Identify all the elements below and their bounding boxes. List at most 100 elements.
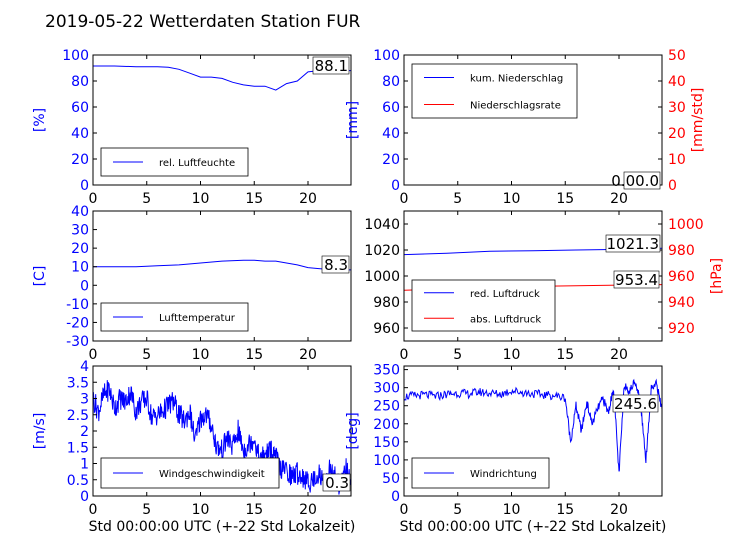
legend-label: Windgeschwindigkeit bbox=[159, 469, 265, 480]
value-label-box bbox=[321, 255, 350, 274]
legend-label: Lufttemperatur bbox=[159, 313, 236, 324]
legend-label: red. Luftdruck bbox=[470, 289, 540, 300]
y2-axis-label: [mm/std] bbox=[690, 88, 706, 153]
y-axis-label: [deg] bbox=[345, 412, 361, 449]
legend-label: Windrichtung bbox=[470, 469, 537, 480]
series-line bbox=[93, 259, 351, 271]
x-tick-label: 15 bbox=[245, 347, 263, 363]
x-tick-label: 5 bbox=[142, 191, 151, 207]
x-tick-label: 15 bbox=[245, 502, 263, 518]
y-tick-label: 1000 bbox=[364, 269, 400, 285]
x-tick-label: 20 bbox=[299, 502, 317, 518]
y2-tick-label: 920 bbox=[668, 321, 695, 337]
legend-box bbox=[411, 279, 556, 332]
y-axis-label: [%] bbox=[32, 108, 48, 132]
y2-tick-label: 1000 bbox=[668, 217, 704, 233]
x-tick-label: 15 bbox=[556, 191, 574, 207]
y-tick-label: 4 bbox=[80, 359, 89, 375]
series-line bbox=[404, 378, 662, 472]
y-axis-label: [mm] bbox=[345, 101, 361, 139]
y2-axis-label: [hPa] bbox=[709, 258, 725, 294]
chart-panel: 0 5 10 15 20 0 20 40 60 80 100 [%] rel. Luftfeuchte 8… bbox=[32, 48, 352, 207]
x-tick-label: 15 bbox=[245, 191, 263, 207]
chart-panel: 0 5 10 15 20 960 980 1000 1020 1040 920 940 960 980 10… bbox=[364, 210, 725, 363]
y-tick-label: -20 bbox=[66, 315, 89, 331]
y-tick-label: 3 bbox=[80, 392, 89, 408]
y2-tick-label: 10 bbox=[668, 152, 686, 168]
axes-frame bbox=[92, 54, 352, 186]
value-label-box bbox=[312, 56, 350, 75]
x-tick-label: 20 bbox=[610, 347, 628, 363]
y-tick-label: 80 bbox=[382, 74, 400, 90]
legend-label: rel. Luftfeuchte bbox=[159, 158, 235, 169]
y-tick-label: 0 bbox=[80, 178, 89, 194]
legend-label: Niederschlagsrate bbox=[470, 101, 561, 112]
value-label-box bbox=[613, 270, 660, 289]
y2-tick-label: 50 bbox=[668, 48, 686, 64]
value-label: 245.6 bbox=[614, 395, 657, 413]
y-tick-label: 150 bbox=[373, 435, 400, 451]
y-tick-label: 40 bbox=[71, 126, 89, 142]
x-tick-label: 5 bbox=[142, 502, 151, 518]
x-tick-label: 0 bbox=[89, 502, 98, 518]
y-tick-label: 1020 bbox=[364, 243, 400, 259]
y-tick-label: 960 bbox=[373, 321, 400, 337]
y-tick-label: 80 bbox=[71, 74, 89, 90]
y-tick-label: 100 bbox=[373, 48, 400, 64]
y2-tick-label: 30 bbox=[668, 100, 686, 116]
x-tick-label: 10 bbox=[192, 191, 210, 207]
y2-tick-label: 960 bbox=[668, 269, 695, 285]
value-label: 0.00.0 bbox=[611, 172, 659, 190]
value-label: 88.1 bbox=[315, 57, 348, 75]
y-tick-label: -30 bbox=[66, 334, 89, 350]
y-tick-label: 50 bbox=[382, 471, 400, 487]
chart-panel: 0 5 10 15 20 -30 -20 -10 0 10 20 30 40 [C] Lufttempera… bbox=[32, 204, 352, 363]
y-tick-label: 20 bbox=[382, 152, 400, 168]
value-label: 953.4 bbox=[615, 271, 658, 289]
x-axis-label: Std 00:00:00 UTC (+-22 Std Lokalzeit) bbox=[89, 519, 356, 535]
y-tick-label: 20 bbox=[71, 152, 89, 168]
x-tick-label: 0 bbox=[89, 191, 98, 207]
y2-tick-label: 20 bbox=[668, 126, 686, 142]
y-tick-label: 1040 bbox=[364, 217, 400, 233]
value-label: 0.3 bbox=[325, 474, 349, 492]
legend-label: kum. Niederschlag bbox=[470, 74, 563, 85]
y-tick-label: 1 bbox=[80, 457, 89, 473]
x-tick-label: 10 bbox=[503, 347, 521, 363]
y-tick-label: 0 bbox=[80, 489, 89, 505]
x-tick-label: 15 bbox=[556, 502, 574, 518]
y-tick-label: 3.5 bbox=[67, 375, 89, 391]
y-tick-label: 40 bbox=[71, 204, 89, 220]
value-label-box bbox=[322, 473, 351, 492]
x-tick-label: 10 bbox=[192, 347, 210, 363]
y-tick-label: 30 bbox=[71, 223, 89, 239]
y-tick-label: 20 bbox=[71, 241, 89, 257]
x-tick-label: 0 bbox=[400, 191, 409, 207]
y2-tick-label: 980 bbox=[668, 243, 695, 259]
x-tick-label: 5 bbox=[453, 191, 462, 207]
x-tick-label: 20 bbox=[299, 191, 317, 207]
x-tick-label: 10 bbox=[503, 502, 521, 518]
y-axis-label: [m/s] bbox=[32, 413, 48, 450]
y2-tick-label: 40 bbox=[668, 74, 686, 90]
x-tick-label: 0 bbox=[400, 502, 409, 518]
chart-panel: 0 5 10 15 20 0 20 40 60 80 100 0 10 20 30 40 50 [mm] [mm/s… bbox=[345, 48, 706, 207]
page-title: 2019-05-22 Wetterdaten Station FUR bbox=[45, 12, 361, 32]
y-tick-label: 0 bbox=[391, 178, 400, 194]
y-tick-label: 980 bbox=[373, 295, 400, 311]
y-tick-label: 200 bbox=[373, 417, 400, 433]
axes-frame bbox=[403, 54, 663, 186]
value-label-box bbox=[623, 171, 661, 190]
x-tick-label: 20 bbox=[299, 347, 317, 363]
chart-panel: 0 5 10 15 20 00.511.522.533.54 [m/s] Std 00:00:… bbox=[32, 359, 355, 535]
value-label: 8.3 bbox=[324, 256, 348, 274]
y-tick-label: 0.5 bbox=[67, 473, 89, 489]
y-tick-label: 0 bbox=[80, 278, 89, 294]
value-label: 1021.3 bbox=[607, 235, 660, 253]
series-line bbox=[93, 65, 351, 91]
x-tick-label: 20 bbox=[610, 191, 628, 207]
y2-tick-label: 0 bbox=[668, 178, 677, 194]
y-tick-label: 100 bbox=[62, 48, 89, 64]
